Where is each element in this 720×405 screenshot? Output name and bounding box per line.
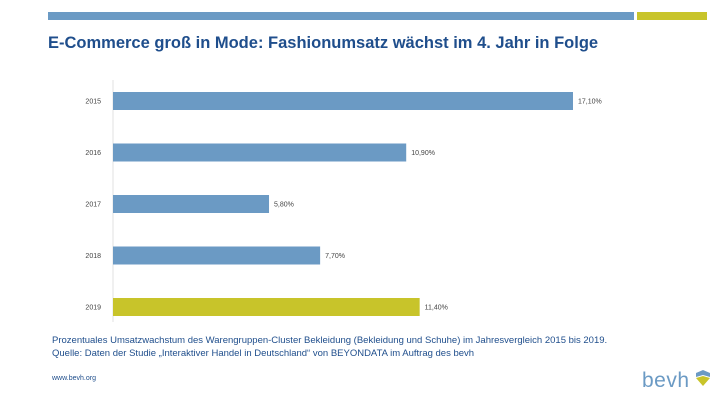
header-bar-accent: [637, 12, 707, 20]
data-label: 17,10%: [578, 99, 602, 106]
data-label: 11,40%: [425, 305, 448, 312]
logo-text: bevh: [642, 369, 690, 392]
bar-2018: [113, 246, 321, 265]
bar-2017: [113, 195, 270, 213]
data-label: 5,80%: [274, 202, 294, 209]
y-tick-label: 2018: [85, 253, 101, 260]
bar-chart: 2015 17,10% 2016 10,90% 2017 5,80% 2018 7,70% 20…: [85, 80, 602, 322]
bevh-logo: bevh: [642, 368, 712, 398]
data-label: 10,90%: [411, 150, 435, 157]
header-bar-blue: [48, 12, 634, 20]
bar-2015: [113, 92, 573, 110]
y-tick-label: 2016: [85, 150, 101, 157]
caption-source: Quelle: Daten der Studie „Interaktiver H…: [52, 348, 475, 359]
y-tick-label: 2019: [85, 305, 101, 312]
chart-caption: Prozentuales Umsatzwachstum des Warengru…: [52, 334, 607, 360]
data-label: 7,70%: [325, 253, 345, 260]
logo-mark-icon: [696, 370, 710, 386]
caption-description: Prozentuales Umsatzwachstum des Warengru…: [52, 335, 608, 346]
y-tick-label: 2015: [85, 99, 101, 106]
footer-url[interactable]: www.bevh.org: [52, 375, 96, 382]
bar-2016: [113, 143, 407, 162]
bar-2019: [113, 298, 420, 316]
chart-bars: 2015 17,10% 2016 10,90% 2017 5,80% 2018 7,70% 20…: [85, 80, 602, 322]
y-tick-label: 2017: [85, 202, 101, 209]
page-title: E-Commerce groß in Mode: Fashionumsatz w…: [48, 34, 599, 52]
